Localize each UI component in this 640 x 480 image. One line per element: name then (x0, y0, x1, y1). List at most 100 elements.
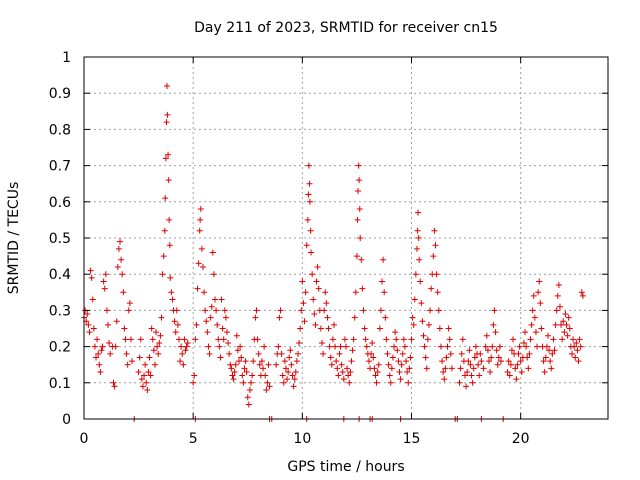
data-point (284, 376, 291, 383)
data-point (302, 289, 309, 296)
data-point (334, 365, 341, 372)
data-point (203, 318, 210, 325)
data-point (227, 361, 234, 368)
data-point (563, 321, 570, 328)
data-point (300, 300, 307, 307)
data-point (224, 329, 231, 336)
data-point (297, 325, 304, 332)
data-point (291, 376, 298, 383)
data-point (464, 368, 471, 375)
data-point (372, 372, 379, 379)
data-point (353, 253, 360, 260)
data-point (162, 155, 169, 162)
data-point (493, 347, 500, 354)
data-point (263, 387, 270, 394)
data-point (182, 347, 189, 354)
data-point (570, 336, 577, 343)
data-point (264, 379, 271, 386)
data-point (577, 343, 584, 350)
data-point (179, 350, 186, 357)
data-point (141, 372, 148, 379)
data-point (234, 347, 241, 354)
data-point (196, 227, 203, 234)
data-point (150, 347, 157, 354)
data-point (154, 343, 161, 350)
data-point (145, 368, 152, 375)
data-point (294, 350, 301, 357)
data-point (347, 368, 354, 375)
data-point (236, 358, 243, 365)
data-point (159, 271, 166, 278)
data-point (214, 321, 221, 328)
data-point (405, 379, 412, 386)
data-point (526, 350, 533, 357)
data-point (514, 361, 521, 368)
data-point (114, 263, 121, 270)
data-point (424, 336, 431, 343)
data-point (231, 368, 238, 375)
data-point (538, 325, 545, 332)
data-point (517, 358, 524, 365)
data-point (301, 318, 308, 325)
data-point (469, 379, 476, 386)
data-point (399, 350, 406, 357)
data-point (166, 216, 173, 223)
data-point (568, 350, 575, 357)
data-point (476, 372, 483, 379)
data-point (107, 350, 114, 357)
data-point (386, 372, 393, 379)
data-point (414, 227, 421, 234)
data-point (515, 350, 522, 357)
data-point (505, 358, 512, 365)
data-point (243, 368, 250, 375)
y-tick-label: 0.1 (49, 376, 71, 392)
data-point (434, 289, 441, 296)
y-tick-label: 0.4 (49, 267, 71, 283)
data-point (560, 318, 567, 325)
data-point (184, 339, 191, 346)
data-point (422, 354, 429, 361)
data-point (315, 285, 322, 292)
data-point (233, 332, 240, 339)
data-point (163, 119, 170, 126)
data-point (119, 271, 126, 278)
data-point (459, 336, 466, 343)
data-point (205, 343, 212, 350)
data-point (129, 358, 136, 365)
data-point (98, 347, 105, 354)
data-point (89, 296, 96, 303)
data-point (435, 307, 442, 314)
data-point (572, 354, 579, 361)
data-point (244, 394, 251, 401)
data-point (507, 361, 514, 368)
data-point (495, 354, 502, 361)
data-point (383, 336, 390, 343)
data-point (524, 354, 531, 361)
data-point (282, 365, 289, 372)
data-point (135, 368, 142, 375)
data-point (550, 336, 557, 343)
data-point (256, 361, 263, 368)
data-point (232, 361, 239, 368)
data-point (261, 343, 268, 350)
data-point (310, 296, 317, 303)
data-point (290, 383, 297, 390)
data-point (532, 329, 539, 336)
data-point (278, 350, 285, 357)
data-point (125, 307, 132, 314)
data-point (279, 372, 286, 379)
data-point (242, 358, 249, 365)
data-point (110, 379, 117, 386)
data-point (371, 365, 378, 372)
data-point (436, 325, 443, 332)
y-tick-label: 0.9 (49, 86, 71, 102)
data-point (575, 358, 582, 365)
data-point (181, 336, 188, 343)
data-point (124, 361, 131, 368)
data-point (126, 300, 133, 307)
data-point (416, 256, 423, 263)
data-point (101, 285, 108, 292)
data-point (391, 343, 398, 350)
data-point (118, 256, 125, 263)
data-point (199, 263, 206, 270)
